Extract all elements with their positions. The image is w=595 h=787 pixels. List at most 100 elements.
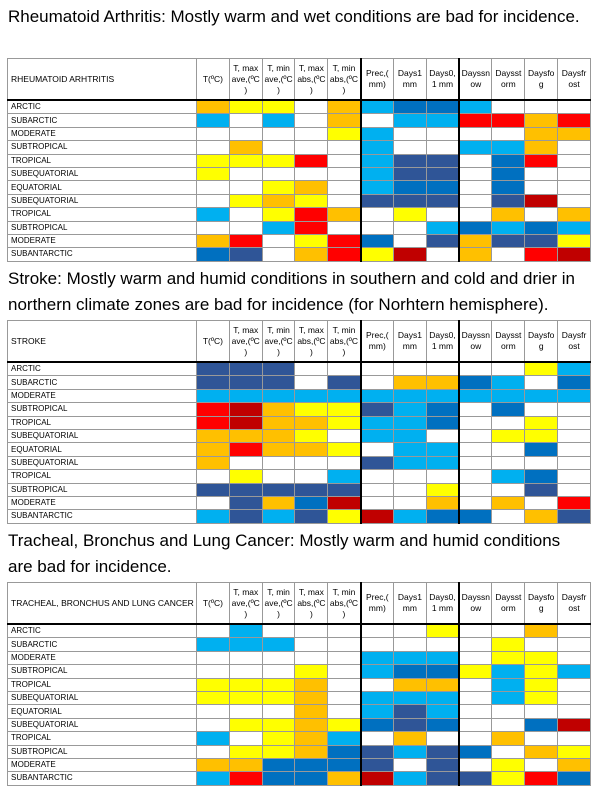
heat-cell xyxy=(392,664,427,679)
heat-cell xyxy=(261,771,296,786)
heat-cell xyxy=(524,375,559,390)
heat-cell xyxy=(261,207,296,222)
heat-cell xyxy=(524,247,559,262)
heat-cell xyxy=(228,247,263,262)
heat-cell xyxy=(524,388,559,404)
heat-cell xyxy=(557,207,591,222)
heat-cell xyxy=(294,153,329,168)
heat-cell xyxy=(425,428,461,444)
heat-cell xyxy=(458,153,493,168)
heat-cell xyxy=(491,623,526,639)
heat-cell xyxy=(392,731,427,746)
heat-cell xyxy=(196,428,230,444)
heat-cell xyxy=(196,677,230,692)
column-header: T, max abs,(ºC ) xyxy=(294,320,329,363)
heat-cell xyxy=(557,757,591,773)
table-row: SUBTROPICAL xyxy=(7,664,591,679)
heat-cell xyxy=(557,220,591,235)
caption: Rheumatoid Arthritis: Mostly warm and we… xyxy=(8,7,580,26)
heat-cell xyxy=(228,757,263,773)
table-row: TROPICAL xyxy=(7,469,591,484)
heat-cell xyxy=(392,402,427,417)
heat-cell xyxy=(557,717,591,733)
heat-cell xyxy=(261,677,296,692)
heat-cell xyxy=(392,415,427,430)
heat-cell xyxy=(491,99,526,115)
heat-cell xyxy=(228,690,263,706)
heat-cell xyxy=(425,509,461,524)
heat-cell xyxy=(327,650,362,666)
heat-cell xyxy=(228,744,263,759)
column-header: T, min ave,(ºC ) xyxy=(261,582,296,625)
heat-cell xyxy=(360,140,394,155)
column-header: T, min abs,(ºC ) xyxy=(327,582,362,625)
heat-cell xyxy=(491,771,526,786)
heat-cell xyxy=(458,690,493,706)
column-header: Daysfo g xyxy=(524,58,559,101)
heat-cell xyxy=(327,140,362,155)
heat-cell xyxy=(360,744,394,759)
heat-cell xyxy=(392,650,427,666)
heat-cell xyxy=(228,180,263,195)
column-header: T, max ave,(ºC ) xyxy=(228,58,263,101)
heat-cell xyxy=(228,361,263,377)
heat-cell xyxy=(294,704,329,719)
heat-cell xyxy=(458,442,493,457)
heat-cell xyxy=(557,247,591,262)
heat-cell xyxy=(524,495,559,511)
heat-cell xyxy=(392,126,427,142)
heat-cell xyxy=(228,637,263,652)
heat-cell xyxy=(425,442,461,457)
heat-cell xyxy=(294,207,329,222)
heat-cell xyxy=(524,442,559,457)
row-label: ARCTIC xyxy=(7,361,197,377)
heat-cell xyxy=(458,375,493,390)
table-row: ARCTIC xyxy=(7,361,591,377)
column-header: Daysfo g xyxy=(524,320,559,363)
row-label: MODERATE xyxy=(7,650,197,666)
table-row: TROPICAL xyxy=(7,153,591,168)
heat-cell xyxy=(557,140,591,155)
heat-cell xyxy=(392,704,427,719)
heat-cell xyxy=(360,442,394,457)
heat-cell xyxy=(425,361,461,377)
header-row: RHEUMATOID ARHTRITIS T(ºC) T, max ave,(ºC … xyxy=(7,58,591,101)
heat-cell xyxy=(327,704,362,719)
row-label: MODERATE xyxy=(7,388,197,404)
heat-cell xyxy=(557,180,591,195)
heat-cell xyxy=(458,664,493,679)
heat-cell xyxy=(261,717,296,733)
column-header: Daysfr ost xyxy=(557,58,591,101)
heat-cell xyxy=(524,113,559,128)
row-label: SUBANTARCTIC xyxy=(7,509,197,524)
heat-cell xyxy=(458,180,493,195)
table-row: SUBEQUATORIAL xyxy=(7,428,591,444)
heat-cell xyxy=(392,233,427,249)
heat-cell xyxy=(425,482,461,497)
heat-cell xyxy=(360,415,394,430)
heat-cell xyxy=(524,469,559,484)
heat-cell xyxy=(261,180,296,195)
heat-cell xyxy=(425,180,461,195)
heat-cell xyxy=(228,388,263,404)
heat-cell xyxy=(261,233,296,249)
heat-cell xyxy=(491,717,526,733)
heat-cell xyxy=(261,113,296,128)
heat-cell xyxy=(228,99,263,115)
heat-cell xyxy=(327,495,362,511)
heat-cell xyxy=(261,744,296,759)
heat-cell xyxy=(327,402,362,417)
heat-cell xyxy=(196,388,230,404)
heat-cell xyxy=(294,388,329,404)
table-row: MODERATE xyxy=(7,495,591,511)
heat-cell xyxy=(491,664,526,679)
heat-cell xyxy=(524,757,559,773)
heat-cell xyxy=(261,757,296,773)
heat-cell xyxy=(425,744,461,759)
heatmap-table: RHEUMATOID ARHTRITIS T(ºC) T, max ave,(ºC … xyxy=(7,58,591,262)
heat-cell xyxy=(491,482,526,497)
heat-cell xyxy=(360,677,394,692)
row-label: EQUATORIAL xyxy=(7,704,197,719)
heat-cell xyxy=(360,690,394,706)
heat-cell xyxy=(294,442,329,457)
